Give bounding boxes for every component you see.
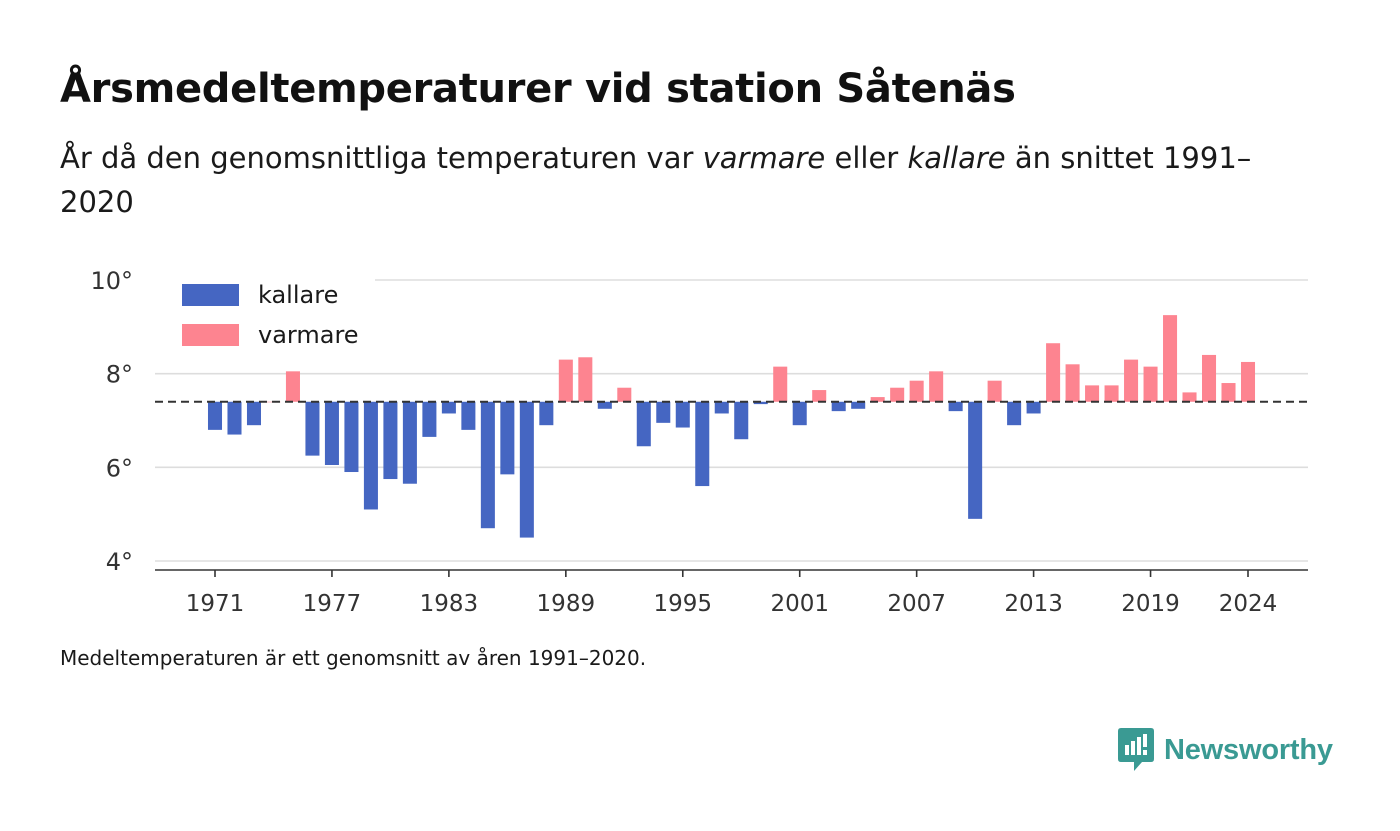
bar-warmer (1221, 383, 1236, 402)
y-tick-label: 10° (90, 267, 133, 295)
bar-colder (500, 401, 515, 475)
y-tick-label: 4° (106, 548, 133, 576)
x-axis-ticks: 1971 1977 1983 1989 1995 2001 2007 2013 2019 2024 (186, 570, 1278, 617)
bar-colder (305, 401, 320, 456)
y-tick-label: 6° (106, 454, 133, 482)
bar-colder (246, 401, 261, 426)
subtitle-text-3: än snittet 1991–2020 (60, 141, 1252, 219)
bar-colder (227, 401, 242, 435)
bar-colder (792, 401, 807, 426)
bar-colder (851, 401, 866, 409)
bar-warmer (558, 359, 573, 402)
bar-warmer (909, 380, 924, 402)
bar-colder (831, 401, 846, 412)
newsworthy-logo-icon (1118, 728, 1154, 771)
y-axis-ticks: 4° 6° 8° 10° (90, 267, 133, 576)
bar-warmer (1143, 366, 1158, 402)
bar-colder (734, 401, 749, 440)
bar-warmer (1065, 364, 1080, 402)
bar-warmer (1202, 354, 1217, 402)
bar-colder (207, 401, 223, 430)
x-tick-label: 2013 (1004, 591, 1063, 617)
x-tick-label: 2024 (1219, 591, 1278, 617)
bar-colder (1026, 401, 1041, 414)
bar-warmer (578, 357, 593, 402)
legend-swatch-warmer (182, 324, 239, 346)
brand-logo[interactable]: Newsworthy (1118, 728, 1333, 772)
legend: kallare varmare (153, 274, 375, 354)
x-tick-label: 2019 (1121, 591, 1180, 617)
bar-colder (519, 401, 534, 538)
bar-warmer (773, 366, 788, 402)
legend-swatch-colder (182, 284, 239, 306)
chart-subtitle: År då den genomsnittliga temperaturen va… (60, 136, 1300, 224)
bar-warmer (1182, 392, 1197, 402)
chart-title: Årsmedeltemperaturer vid station Såtenäs (60, 66, 1016, 112)
bar-colder (480, 401, 495, 529)
bar-colder (402, 401, 417, 484)
bar-colder (324, 401, 339, 465)
bar-colder (656, 401, 671, 423)
footnote: Medeltemperaturen är ett genomsnitt av å… (60, 646, 647, 670)
subtitle-text-2: eller (825, 141, 908, 175)
bar-colder (461, 401, 476, 430)
x-tick-label: 1995 (654, 591, 713, 617)
bar-warmer (1240, 361, 1256, 402)
bar-warmer (870, 397, 885, 402)
x-tick-label: 1983 (420, 591, 479, 617)
bar-colder (948, 401, 963, 412)
bar-colder (714, 401, 729, 414)
bar-colder (363, 401, 378, 510)
bar-colder (1007, 401, 1022, 426)
bar-warmer (617, 387, 632, 402)
legend-label-colder: kallare (258, 281, 338, 309)
bar-colder (636, 401, 651, 447)
bar-colder (344, 401, 359, 473)
bar-colder (753, 401, 768, 405)
x-tick-label: 1977 (303, 591, 362, 617)
bar-warmer (987, 380, 1002, 402)
x-tick-label: 2007 (887, 591, 946, 617)
bar-colder (539, 401, 554, 426)
bar-warmer (890, 387, 905, 402)
subtitle-text-1: År då den genomsnittliga temperaturen va… (60, 141, 703, 175)
y-tick-label: 8° (106, 361, 133, 389)
bars (207, 315, 1256, 538)
bar-colder (695, 401, 710, 487)
bar-colder (675, 401, 690, 428)
bar-warmer (1085, 385, 1100, 402)
x-tick-label: 2001 (770, 591, 829, 617)
bar-colder (441, 401, 456, 414)
bar-colder (968, 401, 983, 519)
x-tick-label: 1989 (537, 591, 596, 617)
x-tick-label: 1971 (186, 591, 245, 617)
bar-colder (383, 401, 398, 480)
bar-warmer (285, 371, 300, 402)
bar-colder (597, 401, 612, 409)
bar-warmer (812, 390, 827, 402)
bar-colder (422, 401, 437, 437)
bar-warmer (1124, 359, 1139, 402)
bar-warmer (929, 371, 944, 402)
bar-warmer (1163, 315, 1178, 402)
legend-label-warmer: varmare (258, 321, 359, 349)
bar-warmer (1104, 385, 1119, 402)
subtitle-warm-word: varmare (702, 141, 826, 175)
brand-name: Newsworthy (1164, 733, 1333, 766)
bar-warmer (1046, 343, 1061, 402)
subtitle-cold-word: kallare (907, 141, 1006, 175)
